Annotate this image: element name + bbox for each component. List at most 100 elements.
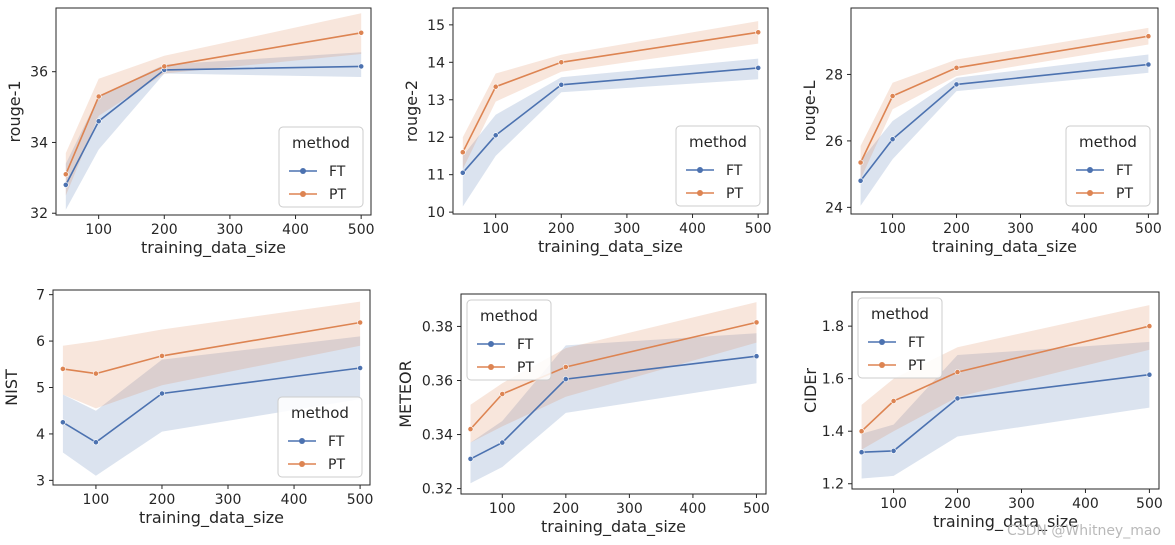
chart-panel-meteor: 100 200 300 400 500 0.32 0.34 0.36 0.38 training_… (396, 293, 770, 537)
y-tick-label: 0.34 (422, 428, 453, 444)
legend: method FT PT (1065, 125, 1151, 207)
x-tick-label: 200 (548, 221, 575, 237)
plot-frame (452, 7, 769, 215)
data-point-pt (558, 59, 565, 66)
data-point-pt (93, 370, 99, 377)
y-tick-label: 3 (36, 473, 45, 489)
legend-marker-ft (299, 438, 305, 444)
data-point-ft (954, 395, 961, 402)
data-point-pt (889, 93, 896, 99)
x-axis-label: training_data_size (141, 238, 286, 258)
legend-label-pt: PT (1116, 186, 1133, 202)
legend-title: method (871, 305, 929, 323)
x-tick-label: 200 (151, 222, 178, 238)
legend-label-pt: PT (517, 360, 534, 376)
x-tick-label: 300 (614, 221, 641, 237)
x-tick-label: 400 (1071, 221, 1098, 237)
legend-box (675, 125, 761, 207)
data-point-pt (954, 369, 961, 375)
y-axis-label: NIST (2, 369, 21, 406)
x-tick-label: 300 (215, 492, 242, 508)
data-point-pt (62, 171, 69, 178)
data-point-pt (492, 83, 499, 90)
data-point-pt (358, 29, 365, 36)
series-line-ft (861, 373, 1150, 453)
data-point-pt (753, 319, 760, 326)
data-point-ft (755, 65, 762, 71)
x-tick-label: 300 (1008, 496, 1035, 512)
legend-label-ft: FT (329, 164, 346, 180)
data-point-ft (62, 181, 69, 188)
y-tick-label: 0.38 (422, 319, 453, 335)
y-tick-label: 24 (825, 200, 843, 216)
y-tick-label: 1.4 (822, 424, 844, 440)
x-tick-label: 100 (880, 496, 907, 512)
series-line-ft (462, 67, 759, 174)
data-point-ft (159, 390, 165, 397)
y-tick-label: 4 (36, 427, 45, 443)
legend: method FT PT (675, 125, 761, 207)
data-point-pt (467, 426, 474, 432)
plot-frame (850, 7, 1159, 215)
legend-marker-pt (488, 364, 494, 370)
x-tick-label: 100 (85, 222, 112, 238)
legend: method FT PT (466, 299, 552, 381)
y-tick-label: 13 (427, 93, 445, 109)
legend-label-pt: PT (328, 457, 345, 473)
y-tick-label: 6 (36, 334, 45, 350)
data-point-pt (890, 398, 897, 404)
data-point-pt (499, 391, 506, 397)
legend-title: method (292, 134, 350, 152)
legend-box (278, 126, 364, 208)
y-tick-label: 7 (36, 288, 45, 304)
x-axis-label: training_data_size (139, 508, 284, 528)
data-point-ft (558, 81, 565, 88)
x-axis-label: training_data_size (538, 237, 683, 257)
legend-marker-ft (488, 341, 494, 347)
chart-panel-rouge-1: 100 200 300 400 500 32 34 36 training_data_size r… (5, 7, 375, 258)
x-tick-label: 500 (743, 501, 770, 517)
legend-marker-pt (300, 191, 306, 197)
x-tick-label: 300 (616, 501, 643, 517)
x-tick-label: 100 (489, 501, 516, 517)
x-tick-label: 200 (943, 221, 970, 237)
legend-marker-ft (1087, 167, 1093, 173)
series-line-ft (62, 367, 361, 444)
data-point-pt (60, 365, 66, 372)
chart-panel-rouge-2: 100 200 300 400 500 10 11 12 13 14 15 training_data… (402, 7, 772, 257)
legend-marker-ft (697, 167, 703, 173)
data-point-pt (562, 364, 569, 370)
data-point-ft (95, 118, 102, 125)
y-axis-label: rouge-1 (5, 80, 24, 142)
legend-label-ft: FT (328, 434, 345, 450)
ci-band-pt (470, 302, 757, 443)
y-tick-label: 10 (427, 205, 445, 221)
legend-title: method (291, 404, 349, 422)
data-point-ft (459, 169, 466, 176)
data-point-ft (953, 81, 960, 88)
x-tick-label: 200 (552, 501, 579, 517)
data-point-ft (358, 63, 365, 70)
y-tick-label: 1.6 (822, 372, 844, 388)
data-point-pt (1145, 33, 1152, 40)
ci-band-ft (470, 333, 757, 484)
x-tick-label: 200 (149, 492, 176, 508)
data-point-ft (1146, 371, 1153, 378)
x-tick-label: 400 (282, 222, 309, 238)
data-point-ft (93, 439, 99, 446)
legend-label-ft: FT (726, 163, 743, 179)
y-tick-label: 11 (427, 168, 445, 184)
x-tick-label: 400 (281, 492, 308, 508)
data-point-pt (858, 428, 865, 435)
data-point-ft (1145, 61, 1152, 68)
x-axis-label: training_data_size (932, 237, 1077, 257)
ci-band-pt (65, 13, 362, 196)
legend-label-ft: FT (908, 335, 925, 351)
legend-marker-pt (299, 461, 305, 467)
legend-marker-pt (1087, 190, 1093, 196)
data-point-ft (562, 376, 569, 382)
data-point-ft (357, 365, 363, 371)
data-point-pt (1146, 323, 1153, 329)
ci-band-ft (62, 336, 361, 476)
chart-panel-nist: 100 200 300 400 500 3 4 5 6 7 training_data_size NI… (2, 288, 373, 528)
